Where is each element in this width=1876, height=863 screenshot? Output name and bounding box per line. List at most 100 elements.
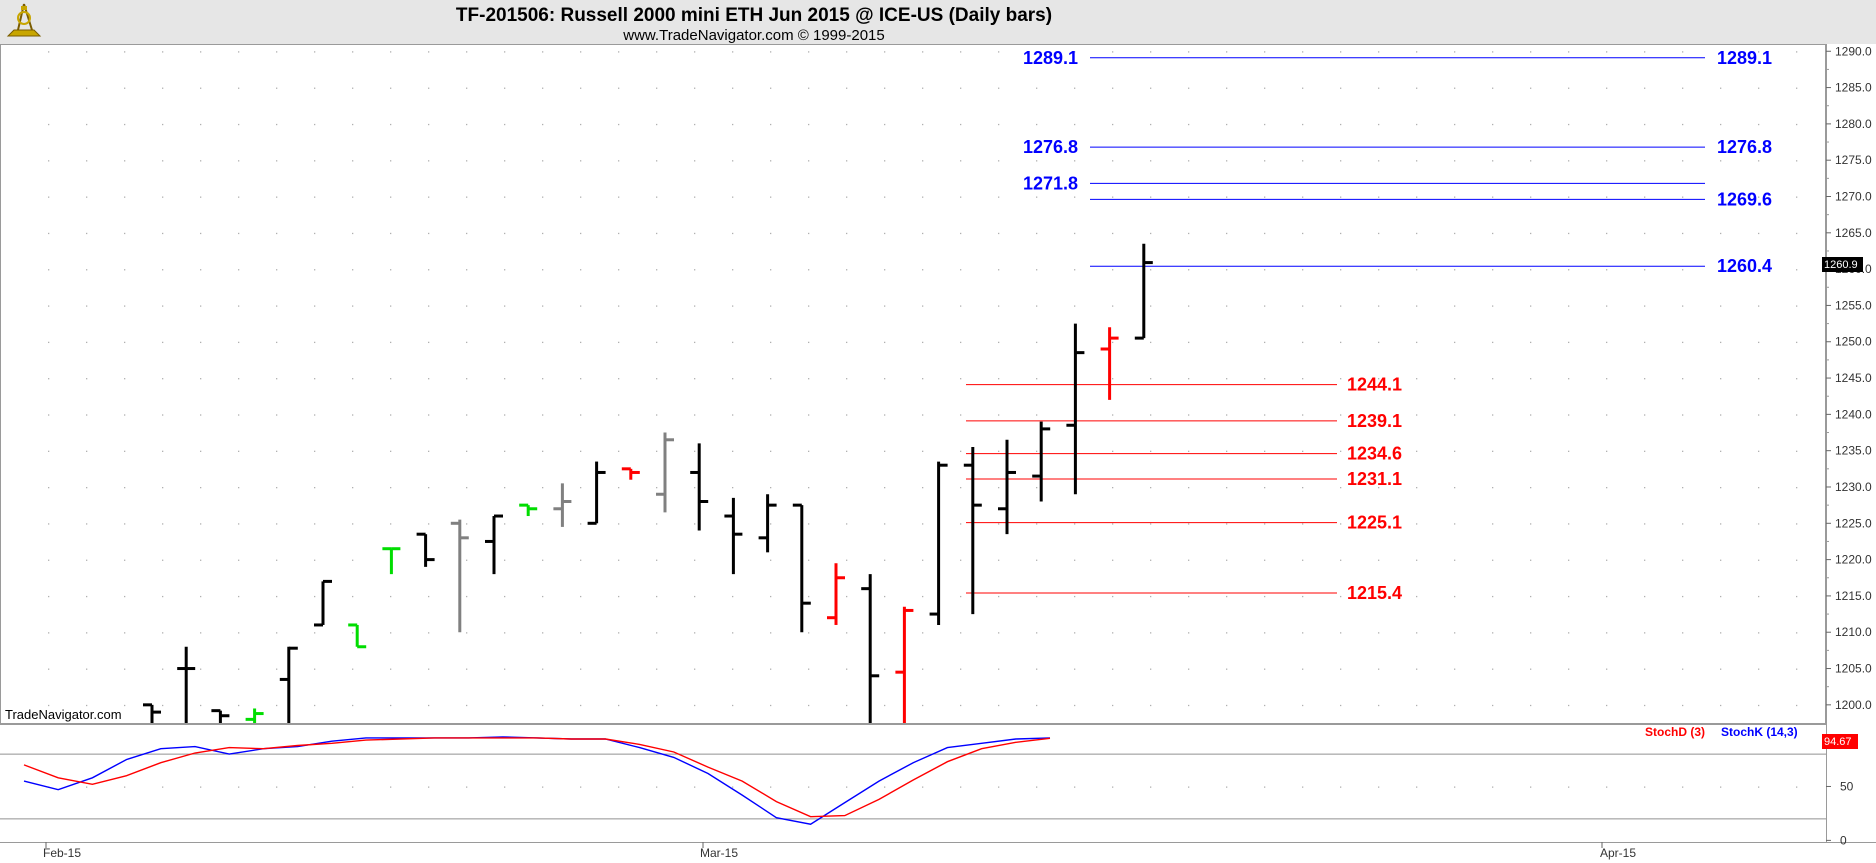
grid-dot xyxy=(238,786,240,788)
grid-dot xyxy=(542,87,544,89)
grid-dot xyxy=(504,341,506,344)
grid-dot xyxy=(656,704,658,707)
grid-dot xyxy=(1758,160,1760,162)
grid-dot xyxy=(1606,668,1608,670)
grid-dot xyxy=(1378,123,1380,126)
grid-dot xyxy=(504,51,506,53)
grid-dot xyxy=(1188,305,1190,307)
grid-dot xyxy=(428,269,430,271)
grid-dot xyxy=(1226,232,1228,235)
y-tick-label: 1235.0 xyxy=(1835,444,1872,458)
grid-dot xyxy=(694,559,696,561)
grid-dot xyxy=(428,160,430,162)
grid-dot xyxy=(1150,378,1152,380)
grid-dot xyxy=(542,632,544,634)
grid-dot xyxy=(1340,305,1342,307)
grid-dot xyxy=(1112,378,1114,380)
grid-dot xyxy=(922,668,924,670)
grid-dot xyxy=(504,232,506,235)
grid-dot xyxy=(960,160,962,162)
grid-dot xyxy=(1264,51,1266,53)
level-label-right: 1239.1 xyxy=(1347,411,1402,431)
grid-dot xyxy=(1530,269,1532,271)
grid-dot xyxy=(1758,378,1760,380)
grid-dot xyxy=(1720,595,1722,598)
ohlc-bar xyxy=(416,532,435,567)
grid-dot xyxy=(922,486,924,489)
grid-dot xyxy=(1112,523,1114,525)
grid-dot xyxy=(1720,232,1722,235)
grid-dot xyxy=(390,341,392,344)
grid-dot xyxy=(1606,486,1608,489)
last-price-value: 1260.9 xyxy=(1824,259,1858,271)
grid-dot xyxy=(922,305,924,307)
y-tick-label: 1265.0 xyxy=(1835,226,1872,240)
grid-dot xyxy=(694,196,696,198)
grid-dot xyxy=(86,450,88,452)
grid-dot xyxy=(1492,269,1494,271)
grid-dot xyxy=(1378,704,1380,707)
grid-dot xyxy=(1796,160,1798,162)
grid-dot xyxy=(998,87,1000,89)
grid-dot xyxy=(1188,414,1190,416)
y-tick-label: 1230.0 xyxy=(1835,480,1872,494)
grid-dot xyxy=(1112,668,1114,670)
grid-dot xyxy=(960,305,962,307)
grid-dot xyxy=(1036,160,1038,162)
grid-dot xyxy=(276,51,278,53)
grid-dot xyxy=(1720,668,1722,670)
grid-dot xyxy=(200,523,202,525)
grid-dot xyxy=(1682,269,1684,271)
grid-dot xyxy=(846,232,848,235)
grid-dot xyxy=(1454,305,1456,307)
grid-dot xyxy=(1644,160,1646,162)
grid-dot xyxy=(390,51,392,53)
grid-dot xyxy=(1492,51,1494,53)
grid-dot xyxy=(352,160,354,162)
grid-dot xyxy=(694,414,696,416)
grid-dot xyxy=(1606,160,1608,162)
grid-dot xyxy=(390,123,392,126)
grid-dot xyxy=(1492,305,1494,307)
grid-dot xyxy=(428,632,430,634)
grid-dot xyxy=(1378,632,1380,634)
grid-dot xyxy=(1682,704,1684,707)
grid-dot xyxy=(1682,523,1684,525)
grid-dot xyxy=(808,341,810,344)
grid-dot xyxy=(618,786,620,788)
grid-dot xyxy=(960,486,962,489)
grid-dot xyxy=(618,305,620,307)
grid-dot xyxy=(1036,595,1038,598)
grid-dot xyxy=(390,232,392,235)
ohlc-bar xyxy=(690,443,709,531)
trade-navigator-logo-icon[interactable] xyxy=(6,3,42,37)
grid-dot xyxy=(922,196,924,198)
grid-dot xyxy=(1226,559,1228,561)
grid-dot xyxy=(1112,232,1114,235)
grid-dot xyxy=(1150,305,1152,307)
grid-dot xyxy=(1416,123,1418,126)
grid-dot xyxy=(390,668,392,670)
x-tick-label: Feb-15 xyxy=(43,846,81,860)
grid-dot xyxy=(922,341,924,344)
grid-dot xyxy=(732,450,734,452)
grid-dot xyxy=(1644,196,1646,198)
grid-dot xyxy=(1682,51,1684,53)
grid-dot xyxy=(276,87,278,89)
grid-dot xyxy=(1188,595,1190,598)
grid-dot xyxy=(770,51,772,53)
grid-dot xyxy=(238,160,240,162)
ohlc-bar xyxy=(827,563,845,625)
grid-dot xyxy=(1264,123,1266,126)
grid-dot xyxy=(1454,704,1456,707)
grid-dot xyxy=(656,559,658,561)
grid-dot xyxy=(1530,51,1532,53)
grid-dot xyxy=(884,523,886,525)
grid-dot xyxy=(1264,341,1266,344)
grid-dot xyxy=(1454,160,1456,162)
grid-dot xyxy=(124,123,126,126)
price-grid xyxy=(48,51,1798,707)
grid-dot xyxy=(1454,523,1456,525)
grid-dot xyxy=(1378,51,1380,53)
grid-dot xyxy=(1530,123,1532,126)
